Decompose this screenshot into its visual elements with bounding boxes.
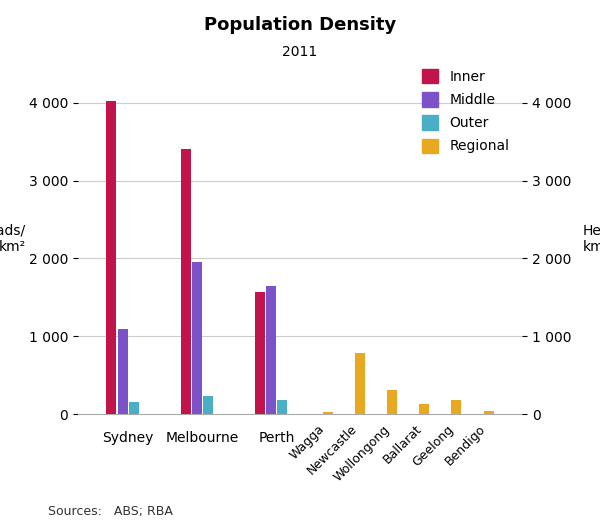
Bar xyxy=(106,101,116,414)
Text: Geelong: Geelong xyxy=(410,423,457,469)
Bar xyxy=(118,329,128,414)
Text: Melbourne: Melbourne xyxy=(166,431,239,445)
Text: Perth: Perth xyxy=(259,431,295,445)
Bar xyxy=(419,404,429,414)
Bar xyxy=(266,286,276,414)
Bar xyxy=(203,396,213,414)
Text: Wollongong: Wollongong xyxy=(331,423,392,484)
Text: Ballarat: Ballarat xyxy=(380,423,424,466)
Bar xyxy=(192,262,202,414)
Text: Bendigo: Bendigo xyxy=(443,423,488,468)
Bar xyxy=(484,412,494,414)
Bar xyxy=(451,400,461,414)
Bar xyxy=(277,400,287,414)
Y-axis label: Heads/
km²: Heads/ km² xyxy=(583,224,600,254)
Text: Population Density: Population Density xyxy=(204,16,396,34)
Bar xyxy=(323,412,332,414)
Text: Sydney: Sydney xyxy=(103,431,154,445)
Text: Wagga: Wagga xyxy=(288,423,328,462)
Bar xyxy=(129,402,139,414)
Legend: Inner, Middle, Outer, Regional: Inner, Middle, Outer, Regional xyxy=(416,64,515,159)
Text: Newcastle: Newcastle xyxy=(305,423,360,477)
Y-axis label: Heads/
km²: Heads/ km² xyxy=(0,224,26,254)
Bar xyxy=(387,390,397,414)
Text: Sources:   ABS; RBA: Sources: ABS; RBA xyxy=(48,505,173,518)
Text: 2011: 2011 xyxy=(283,45,317,59)
Bar xyxy=(355,353,365,414)
Bar xyxy=(255,292,265,414)
Bar xyxy=(181,149,191,414)
